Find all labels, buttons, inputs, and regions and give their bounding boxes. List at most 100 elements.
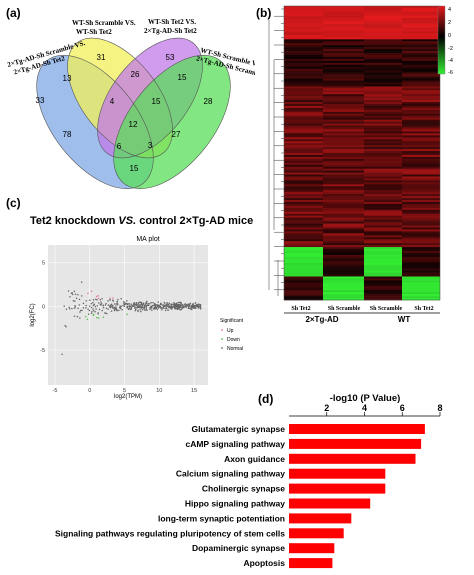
ma-point xyxy=(169,305,171,308)
bar-category-label: Hippo signaling pathway xyxy=(185,499,285,509)
ma-point xyxy=(96,305,99,307)
heatmap-cell xyxy=(323,174,364,177)
heatmap-cell xyxy=(284,68,323,71)
ma-point xyxy=(171,308,173,310)
heatmap-cell xyxy=(402,78,440,81)
heatmap-cell xyxy=(323,217,364,220)
ma-point xyxy=(92,301,94,304)
bar-category-label: long-term synaptic potentiation xyxy=(158,513,285,523)
ma-point xyxy=(71,293,74,296)
heatmap-cell xyxy=(323,76,364,79)
heatmap-cell xyxy=(284,72,323,75)
ma-point xyxy=(169,307,171,309)
heatmap-cell xyxy=(323,231,364,234)
bar-x-tick: 4 xyxy=(362,403,367,413)
heatmap-cell xyxy=(323,131,364,134)
heatmap-cell xyxy=(364,94,402,97)
venn-count-c-only: 53 xyxy=(166,53,175,62)
bar-chart-x-axis: 2 4 6 8 xyxy=(289,403,443,417)
ma-point xyxy=(181,306,183,309)
ma-point xyxy=(74,306,77,308)
heatmap-cell xyxy=(323,215,364,218)
heatmap-cell xyxy=(402,82,440,85)
heatmap-cell xyxy=(323,278,364,281)
heatmap-cell xyxy=(364,190,402,193)
heatmap-cell xyxy=(284,151,323,154)
heatmap-cell xyxy=(284,260,323,264)
heatmap-cell xyxy=(323,154,364,158)
heatmap-cell xyxy=(364,296,402,299)
ma-point xyxy=(95,295,98,298)
heatmap-cell xyxy=(323,58,364,62)
heatmap-cell xyxy=(364,207,402,211)
ma-point xyxy=(95,298,97,301)
heatmap-cell xyxy=(364,84,402,87)
ma-point xyxy=(105,307,108,309)
heatmap-cell xyxy=(402,213,440,217)
ma-point xyxy=(97,297,100,300)
heatmap-cell xyxy=(323,184,364,187)
ma-point xyxy=(134,303,136,306)
venn-count-a-only: 33 xyxy=(36,96,45,105)
heatmap-cell xyxy=(284,11,323,15)
heatmap-cell xyxy=(323,192,364,195)
ma-point xyxy=(178,306,181,309)
column-label-2: Sh Scramble xyxy=(328,306,361,312)
heatmap-cell xyxy=(402,72,440,75)
panel-label-a: (a) xyxy=(6,6,21,20)
heatmap-cell xyxy=(364,151,402,154)
ma-point xyxy=(117,298,119,301)
heatmap-cell xyxy=(284,258,323,262)
ma-point xyxy=(61,353,63,355)
heatmap-cell xyxy=(364,233,402,236)
ma-point xyxy=(146,309,148,312)
ma-point xyxy=(128,303,131,305)
ma-point xyxy=(161,309,163,311)
heatmap-cell xyxy=(284,100,323,103)
ma-point xyxy=(152,308,155,310)
ma-point xyxy=(85,307,87,309)
heatmap-cell xyxy=(323,262,364,266)
ma-point xyxy=(152,301,154,304)
heatmap-cell xyxy=(364,258,402,262)
heatmap-cell xyxy=(323,55,364,58)
heatmap-cell xyxy=(364,115,402,119)
heatmap-cell xyxy=(284,229,323,232)
heatmap-cell xyxy=(323,172,364,175)
heatmap-cell xyxy=(402,74,440,77)
heatmap-cell xyxy=(323,139,364,142)
heatmap-cell xyxy=(284,23,323,26)
heatmap-cell xyxy=(323,111,364,115)
heatmap-cell xyxy=(284,84,323,87)
heatmap-cell xyxy=(323,125,364,128)
heatmap-cell xyxy=(323,27,364,30)
heatmap-cell xyxy=(284,227,323,230)
heatmap-cell xyxy=(364,6,402,9)
heatmap-cell xyxy=(364,98,402,101)
ma-point xyxy=(137,310,139,313)
venn-count-ad: 15 xyxy=(130,164,139,173)
heatmap-cell xyxy=(364,100,402,103)
heatmap-cell xyxy=(364,31,402,34)
ma-point xyxy=(121,309,123,311)
heatmap-cell xyxy=(364,249,402,252)
heatmap-cell xyxy=(402,135,440,138)
ma-point xyxy=(85,299,87,302)
ma-point xyxy=(145,308,148,310)
heatmap-cell xyxy=(284,78,323,81)
heatmap-cell xyxy=(364,286,402,289)
ma-point xyxy=(68,308,71,310)
heatmap-cell xyxy=(402,19,440,22)
heatmap-cell xyxy=(402,131,440,134)
heatmap-cell xyxy=(284,209,323,213)
heatmap-cell xyxy=(323,64,364,68)
ma-point xyxy=(149,306,152,309)
heatmap-cell xyxy=(402,170,440,173)
heatmap-cell xyxy=(323,186,364,189)
heatmap-cell xyxy=(364,15,402,19)
heatmap-cell xyxy=(323,207,364,211)
heatmap-cell xyxy=(364,178,402,181)
column-label-1: Sh Tet2 xyxy=(291,306,310,312)
bar xyxy=(289,498,371,509)
heatmap-cell xyxy=(364,241,402,244)
